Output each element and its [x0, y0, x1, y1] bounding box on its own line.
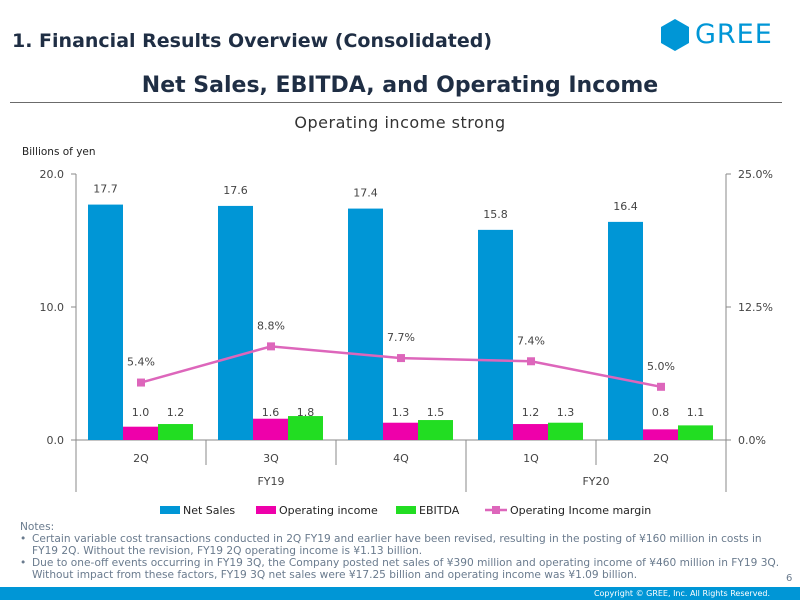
bar-net-sales	[218, 205, 253, 440]
y-left-tick-label: 0.0	[47, 434, 65, 447]
bar-data-label: 1.3	[392, 406, 410, 419]
copyright-text: Copyright © GREE, Inc. All Rights Reserv…	[593, 589, 770, 598]
line-data-label: 5.0%	[647, 360, 675, 373]
bullet-icon: •	[20, 533, 27, 545]
bar-data-label: 0.8	[652, 406, 670, 419]
legend-swatch	[160, 506, 180, 514]
section-title: 1. Financial Results Overview (Consolida…	[12, 30, 493, 52]
bar-operating-income	[513, 424, 548, 440]
y-left-tick-label: 20.0	[40, 168, 65, 181]
legend-swatch-marker	[492, 506, 500, 514]
legend-swatch	[256, 506, 276, 514]
line-point	[657, 382, 665, 391]
bar-ebitda	[678, 425, 713, 440]
y-right-tick-label: 12.5%	[738, 301, 773, 314]
bar-data-label: 1.1	[687, 406, 705, 419]
x-group-label: FY20	[582, 475, 609, 488]
x-tick-label: 1Q	[523, 452, 539, 465]
x-tick-label: 4Q	[393, 452, 409, 465]
legend-swatch	[396, 506, 416, 514]
page-subtitle: Operating income strong	[294, 113, 506, 132]
bar-operating-income	[383, 422, 418, 440]
bar-operating-income	[253, 418, 288, 440]
notes-section: Notes: • Certain variable cost transacti…	[20, 521, 780, 581]
line-data-label: 7.7%	[387, 331, 415, 344]
bar-data-label: 1.3	[557, 406, 575, 419]
bar-net-sales	[608, 221, 643, 440]
y-axis-unit-label: Billions of yen	[22, 146, 96, 158]
bar-data-label: 16.4	[613, 200, 638, 213]
bar-ebitda	[288, 416, 323, 440]
bar-data-label: 15.8	[483, 208, 508, 221]
notes-heading: Notes:	[20, 521, 55, 533]
bar-data-label: 17.6	[223, 184, 248, 197]
line-point	[527, 357, 535, 366]
x-tick-label: 2Q	[653, 452, 669, 465]
bar-operating-income	[123, 426, 158, 440]
legend-label: Operating Income margin	[510, 504, 651, 517]
bar-data-label: 1.8	[297, 406, 315, 419]
line-data-label: 8.8%	[257, 319, 285, 332]
bar-net-sales	[478, 229, 513, 440]
line-data-label: 5.4%	[127, 356, 155, 369]
line-point	[267, 342, 275, 351]
line-data-label: 7.4%	[517, 334, 545, 347]
note-text: Certain variable cost transactions condu…	[32, 533, 762, 557]
bar-data-label: 17.4	[353, 187, 378, 200]
bar-ebitda	[418, 420, 453, 440]
note-text: Due to one-off events occurring in FY19 …	[32, 557, 780, 581]
bar-data-label: 1.5	[427, 406, 445, 419]
financial-chart: Billions of yen 0.0 10.0 20.0 0.0% 12.5% 25.0%…	[22, 146, 773, 517]
x-tick-label: 2Q	[133, 452, 149, 465]
bar-operating-income	[643, 429, 678, 440]
bar-data-label: 1.6	[262, 406, 280, 419]
title-divider	[10, 102, 782, 103]
bar-data-label: 1.0	[132, 406, 150, 419]
x-group-label: FY19	[257, 475, 284, 488]
bar-data-label: 1.2	[522, 406, 540, 419]
y-left-tick-label: 10.0	[40, 301, 65, 314]
bar-net-sales	[348, 208, 383, 440]
page-title: Net Sales, EBITDA, and Operating Income	[141, 73, 659, 98]
y-right-tick-label: 0.0%	[738, 434, 766, 447]
bullet-icon: •	[20, 557, 27, 569]
gree-logo: GREE	[660, 18, 778, 52]
bar-ebitda	[548, 422, 583, 440]
logo-text: GREE	[695, 19, 773, 50]
footer-bar: Copyright © GREE, Inc. All Rights Reserv…	[0, 587, 800, 600]
line-point	[137, 378, 145, 387]
note-item: • Certain variable cost transactions con…	[20, 533, 780, 557]
x-tick-label: 3Q	[263, 452, 279, 465]
hexagon-logo-icon	[661, 19, 689, 51]
bar-net-sales	[88, 204, 123, 440]
page-number: 6	[786, 573, 793, 584]
line-point	[397, 354, 405, 363]
bar-ebitda	[158, 424, 193, 440]
note-item: • Due to one-off events occurring in FY1…	[20, 557, 780, 581]
legend-label: Operating income	[279, 504, 378, 517]
bar-data-label: 17.7	[93, 183, 118, 196]
bar-data-label: 1.2	[167, 406, 185, 419]
legend-label: Net Sales	[183, 504, 235, 517]
legend-label: EBITDA	[419, 504, 460, 517]
y-right-tick-label: 25.0%	[738, 168, 773, 181]
